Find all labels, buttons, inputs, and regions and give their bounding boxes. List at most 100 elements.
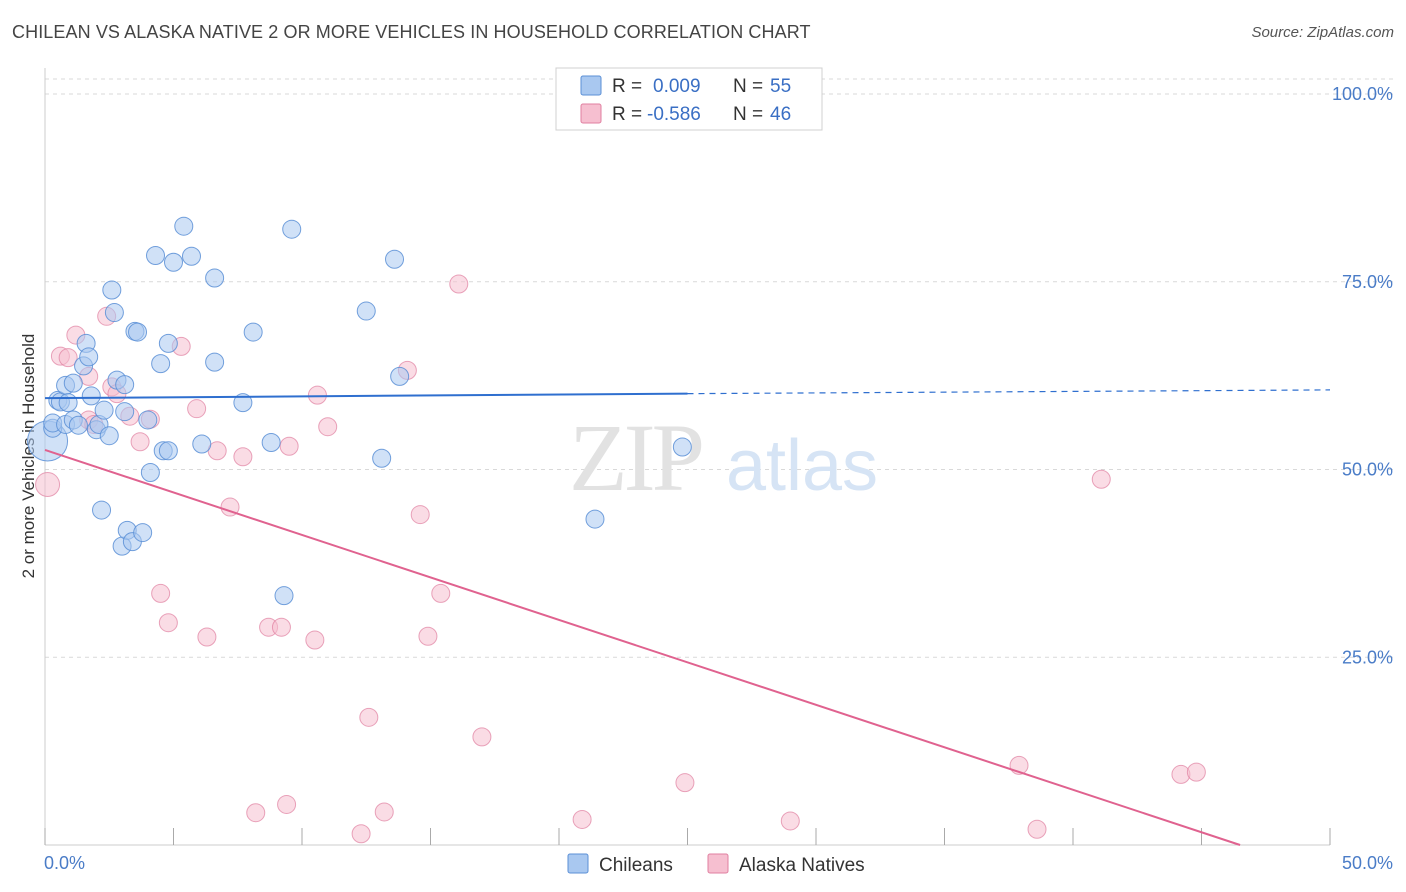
legend-r-value: -0.586: [647, 104, 701, 125]
y-tick-labels: 25.0% 50.0% 75.0% 100.0%: [1332, 84, 1393, 667]
chileans-point: [115, 375, 135, 395]
legend-n-label: N =: [733, 76, 763, 97]
alaska-natives-point: [318, 417, 338, 437]
alaska-natives-point: [472, 727, 492, 747]
y-tick-label: 75.0%: [1342, 272, 1393, 292]
chileans-points: [27, 216, 692, 606]
x-tick-labels: 0.0% 50.0%: [44, 853, 1393, 873]
chileans-point: [158, 441, 178, 461]
alaska-natives-point: [418, 626, 438, 646]
y-tick-label: 25.0%: [1342, 647, 1393, 667]
chileans-point: [205, 268, 225, 288]
chileans-point: [81, 386, 101, 406]
alaska-natives-point: [58, 348, 78, 368]
legend-n-label: N =: [733, 104, 763, 125]
alaska-natives-point: [410, 505, 430, 525]
chileans-point: [243, 322, 263, 342]
alaska-natives-points: [35, 274, 1206, 844]
correlation-legend: R = 0.009 N = 55 R = -0.586 N = 46: [555, 67, 823, 131]
watermark: ZIP atlas: [569, 404, 878, 511]
chileans-point: [205, 352, 225, 372]
chileans-point: [79, 347, 99, 367]
chileans-point: [356, 301, 376, 321]
legend-r-label: R =: [612, 104, 642, 125]
chileans-point: [115, 402, 135, 422]
chileans-point: [261, 432, 281, 452]
legend-swatch-alaska-natives: [707, 853, 729, 874]
chileans-point: [158, 333, 178, 353]
alaska-natives-point: [277, 794, 297, 814]
series-legend: Chileans Alaska Natives: [567, 853, 865, 876]
chart-title: CHILEAN VS ALASKA NATIVE 2 OR MORE VEHIC…: [12, 22, 811, 42]
gridlines: [45, 78, 1394, 658]
alaska-natives-point: [572, 809, 592, 829]
alaska-natives-point: [305, 630, 325, 650]
chileans-point: [138, 410, 158, 430]
chileans-point: [140, 463, 160, 483]
alaska-natives-point: [307, 385, 327, 405]
chileans-trend-extension: [687, 389, 1331, 395]
alaska-natives-point: [351, 824, 371, 844]
chileans-trend-line: [44, 392, 688, 400]
chileans-point: [102, 280, 122, 300]
alaska-natives-point: [780, 811, 800, 831]
legend-label-alaska-natives: Alaska Natives: [739, 855, 865, 876]
axes: [44, 68, 1331, 846]
alaska-natives-point: [359, 707, 379, 727]
alaska-natives-point: [374, 802, 394, 822]
chileans-point: [372, 448, 392, 468]
watermark-zip: ZIP: [569, 404, 702, 511]
chileans-point: [68, 415, 88, 435]
legend-n-value: 46: [770, 104, 791, 125]
chileans-point: [181, 246, 201, 266]
alaska-natives-point: [233, 447, 253, 467]
chileans-point: [104, 303, 124, 323]
y-tick-label: 50.0%: [1342, 460, 1393, 480]
source-label: Source: ZipAtlas.com: [1251, 24, 1394, 41]
legend-r-value: 0.009: [653, 76, 701, 97]
trend-lines: [44, 389, 1331, 846]
alaska-natives-point: [1091, 469, 1111, 489]
chileans-point: [128, 322, 148, 342]
chileans-point: [146, 245, 166, 265]
chileans-point: [390, 366, 410, 386]
alaska-natives-point: [197, 627, 217, 647]
chileans-point: [94, 400, 114, 420]
alaska-natives-trend-line: [44, 449, 1241, 846]
alaska-natives-point: [158, 613, 178, 633]
chileans-point: [672, 437, 692, 457]
alaska-natives-point: [187, 399, 207, 419]
x-tick-label: 0.0%: [44, 853, 85, 873]
chileans-point: [585, 509, 605, 529]
alaska-natives-point: [130, 432, 150, 452]
y-axis-label: 2 or more Vehicles in Household: [19, 334, 38, 579]
legend-swatch-chileans: [567, 853, 589, 874]
alaska-natives-point: [1027, 819, 1047, 839]
chileans-point: [385, 249, 405, 269]
chileans-point: [92, 500, 112, 520]
legend-swatch-chileans: [580, 75, 602, 96]
legend-r-label: R =: [612, 76, 642, 97]
alaska-natives-point: [271, 617, 291, 637]
alaska-natives-point: [220, 497, 240, 517]
legend-n-value: 55: [770, 76, 791, 97]
alaska-natives-point: [279, 436, 299, 456]
chileans-point: [192, 434, 212, 454]
alaska-natives-point: [675, 773, 695, 793]
legend-label-chileans: Chileans: [599, 855, 673, 876]
alaska-natives-point: [35, 472, 61, 498]
chileans-point: [274, 586, 294, 606]
alaska-natives-point: [449, 274, 469, 294]
chileans-point: [282, 219, 302, 239]
watermark-atlas: atlas: [726, 426, 878, 506]
chileans-point: [233, 393, 253, 413]
chileans-point: [174, 216, 194, 236]
chileans-point: [151, 354, 171, 374]
chileans-point: [58, 393, 78, 413]
chileans-point: [99, 426, 119, 446]
alaska-natives-point: [246, 803, 266, 823]
chileans-point: [164, 252, 183, 272]
chileans-point: [133, 523, 153, 543]
alaska-natives-point: [1186, 762, 1206, 782]
